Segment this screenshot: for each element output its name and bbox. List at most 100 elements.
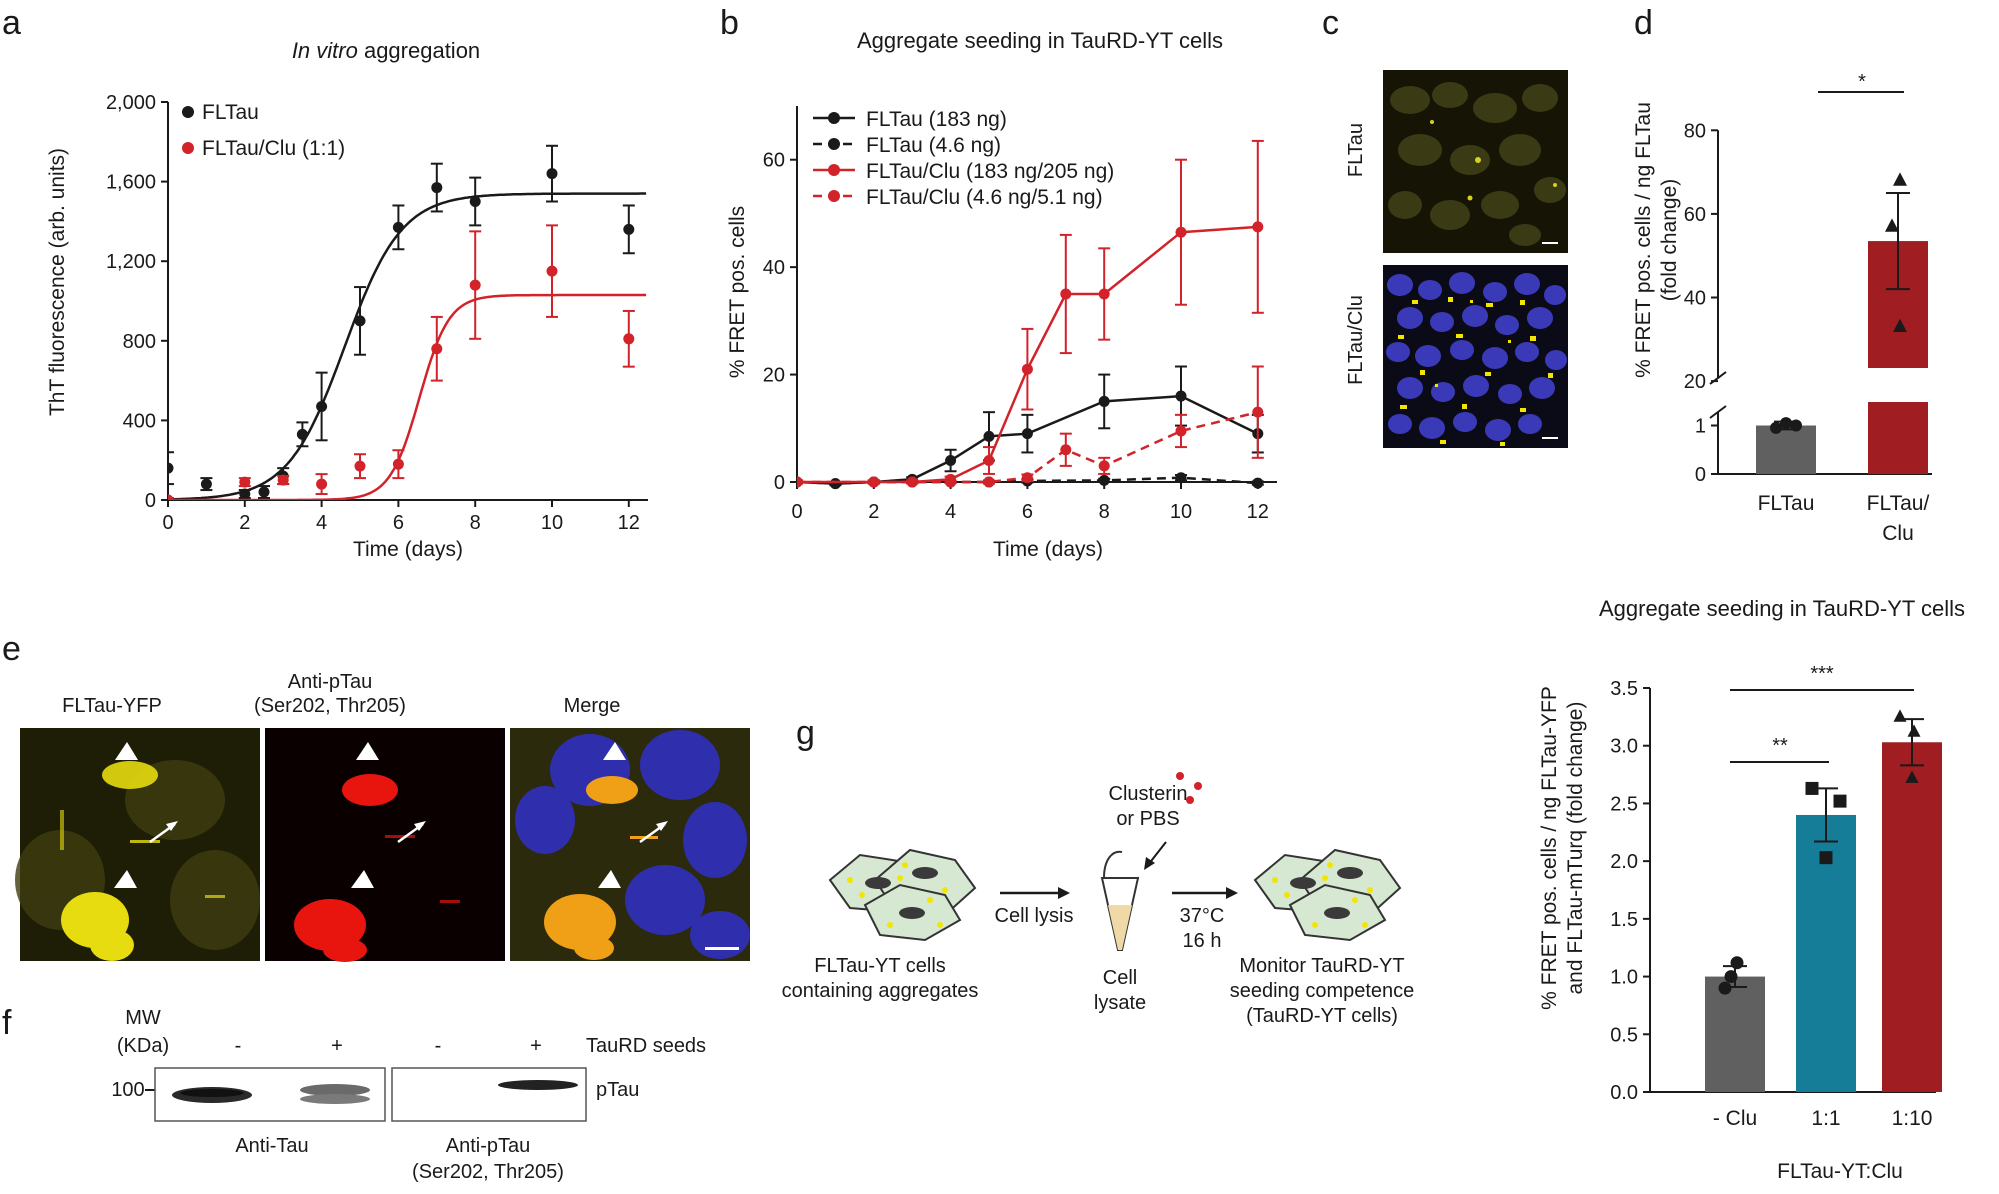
- chart-h-x-tick-label: 1:1: [1811, 1107, 1840, 1130]
- panel-label-f: f: [2, 1004, 12, 1042]
- chart-h-ylabel-line1: % FRET pos. cells / ng FLTau-YFP: [1538, 686, 1561, 1010]
- chart-h-bar: [1882, 742, 1942, 1092]
- panel-c-row2-label: FLTau/Clu: [1345, 295, 1367, 385]
- chart-b-x-tick-label: 8: [1099, 501, 1110, 523]
- chart-b-point: [1175, 226, 1187, 238]
- chart-h-point: [1905, 770, 1919, 783]
- panel-e-col1-label: FLTau-YFP: [62, 695, 162, 717]
- panel-label-g: g: [796, 714, 815, 752]
- chart-h-y-tick-label: 3.5: [1610, 678, 1638, 700]
- chart-h-xlabel: FLTau-YT:Clu: [1777, 1160, 1903, 1183]
- panel-f-mw-value: 100: [111, 1079, 144, 1101]
- chart-b-y-tick-label: 40: [763, 257, 785, 279]
- chart-b-point: [1021, 428, 1033, 440]
- panel-g-cells-line1: FLTau-YT cells: [814, 955, 946, 977]
- panel-g-monitor-line1: Monitor TauRD-YT: [1239, 955, 1404, 977]
- chart-a-point: [168, 494, 174, 500]
- chart-h-point: [1718, 981, 1732, 995]
- chart-d-x-tick-label: Clu: [1882, 522, 1914, 545]
- chart-a-ylabel: ThT fluorescence (arb. units): [46, 148, 69, 416]
- chart-a-y-tick-label: 1,600: [106, 172, 156, 194]
- chart-d-bar-break-gap: [1864, 368, 1932, 402]
- chart-b-plot-area: [797, 139, 1264, 490]
- chart-b-x-tick-label: 12: [1247, 501, 1269, 523]
- chart-b-point: [1098, 288, 1110, 300]
- panel-label-e: e: [2, 630, 21, 668]
- chart-d-y-tick-label: 20: [1684, 371, 1706, 393]
- chart-h-point: [1730, 956, 1744, 970]
- chart-b-xlabel: Time (days): [993, 538, 1103, 561]
- chart-a-legend-marker: [182, 106, 194, 118]
- chart-a-point: [546, 265, 558, 277]
- chart-h-y-tick-label: 0.0: [1610, 1082, 1638, 1104]
- chart-d-point: [1893, 172, 1907, 186]
- chart-h-point: [1819, 851, 1833, 865]
- chart-b-title: Aggregate seeding in TauRD-YT cells: [857, 28, 1223, 53]
- chart-a-plot-area: [168, 144, 647, 500]
- chart-b-point: [1175, 472, 1187, 484]
- chart-d-point: [1893, 318, 1907, 333]
- chart-a-point: [296, 428, 308, 440]
- chart-a-point: [258, 486, 270, 498]
- chart-b-y-tick-label: 0: [774, 472, 785, 494]
- chart-a-y-tick-label: 1,200: [106, 251, 156, 273]
- panel-f-blot1-label: Anti-Tau: [235, 1135, 308, 1157]
- chart-d-significance-label: *: [1858, 71, 1866, 93]
- chart-d-bar: [1756, 425, 1816, 474]
- chart-b-point: [1060, 444, 1072, 456]
- chart-b-point: [1175, 390, 1187, 402]
- chart-b-point: [797, 476, 803, 488]
- chart-b-ylabel: % FRET pos. cells: [726, 206, 749, 378]
- chart-a-point: [623, 223, 635, 235]
- chart-a-point: [277, 474, 289, 486]
- chart-b-point: [945, 476, 957, 488]
- panel-f-lane4: +: [530, 1035, 542, 1057]
- chart-h-significance-label: **: [1772, 735, 1788, 757]
- chart-b-legend-label: FLTau (183 ng): [866, 108, 1007, 131]
- chart-a-x-tick-label: 8: [470, 512, 481, 534]
- chart-b-legend-marker: [828, 112, 840, 124]
- chart-a-point: [431, 182, 443, 194]
- chart-h-y-tick-label: 0.5: [1610, 1024, 1638, 1046]
- chart-d-point: [1770, 421, 1782, 434]
- chart-h-bar: [1705, 976, 1765, 1092]
- panel-c-row1-label: FLTau: [1345, 123, 1367, 177]
- chart-a-point: [392, 221, 404, 233]
- chart-d-y-tick-label: 60: [1684, 204, 1706, 226]
- chart-a-xlabel: Time (days): [353, 538, 463, 561]
- western-blot-anti-tau: [154, 1067, 386, 1122]
- panel-g-lysate-line2: lysate: [1094, 992, 1146, 1014]
- chart-a: 0 2 4 6 8 10 12 0 400 800 1,200 1,600 2,000 FLTau FLTa…: [106, 92, 648, 534]
- panel-label-c: c: [1322, 4, 1339, 42]
- chart-a-point: [469, 196, 481, 207]
- chart-a-x-tick-label: 10: [541, 512, 563, 534]
- chart-h-x-tick-label: - Clu: [1713, 1107, 1757, 1130]
- chart-a-point: [316, 400, 328, 412]
- chart-d-point: [1780, 417, 1792, 430]
- chart-a-x-tick-label: 0: [162, 512, 173, 534]
- chart-a-point: [200, 478, 212, 490]
- chart-h-ylabel-line2: and FLTau-mTurq (fold change): [1564, 702, 1587, 995]
- chart-b-point: [1252, 406, 1264, 418]
- panel-f-lane3: -: [435, 1035, 442, 1057]
- chart-a-x-tick-label: 4: [316, 512, 327, 534]
- chart-d-y-tick-label: 0: [1695, 464, 1706, 486]
- chart-a-fit-curve-0: [168, 192, 647, 500]
- chart-d-y-tick-label: 80: [1684, 120, 1706, 142]
- chart-a-point: [546, 168, 558, 180]
- chart-a-y-tick-label: 800: [123, 331, 156, 353]
- chart-b-x-tick-label: 4: [945, 501, 956, 523]
- chart-b-legend-marker: [828, 138, 840, 150]
- chart-a-y-tick-label: 0: [145, 490, 156, 512]
- chart-a-point: [239, 476, 251, 488]
- chart-h-point: [1833, 794, 1847, 808]
- chart-d-axis-break: [1709, 405, 1727, 419]
- chart-b-point: [945, 455, 957, 467]
- micrograph-fltau: [1383, 70, 1568, 253]
- panel-g-monitor-line3: (TauRD-YT cells): [1246, 1005, 1398, 1027]
- chart-b-point: [1098, 460, 1110, 472]
- chart-a-legend-marker: [182, 142, 194, 154]
- chart-d-y-tick-label: 1: [1695, 416, 1706, 438]
- panel-f-mw-line2: (KDa): [117, 1035, 169, 1057]
- chart-b-point: [983, 476, 995, 488]
